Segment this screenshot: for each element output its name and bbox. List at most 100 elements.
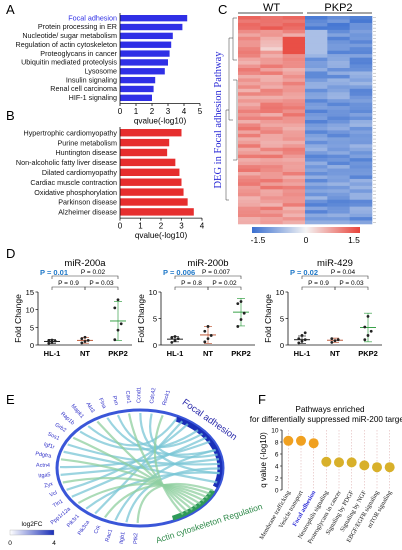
gene-label-4: Pik3ca	[77, 519, 92, 537]
colorbar-tick-2: 1.5	[348, 235, 360, 245]
heatmap-cell-9-0	[238, 47, 261, 51]
heatmap-cell-30-2	[282, 120, 306, 124]
heatmap-cell-11-3	[305, 54, 328, 58]
heatmap-cell-48-5	[349, 182, 373, 187]
heatmap-cell-59-1	[260, 220, 283, 225]
heatmap-cell-50-2	[282, 189, 306, 194]
heatmap-cell-44-0	[238, 168, 261, 173]
heatmap-cell-30-4	[327, 120, 350, 124]
heatmap-cell-45-4	[327, 172, 350, 176]
heatmap-cell-2-5	[349, 22, 373, 27]
heatmap-cell-41-3	[305, 158, 328, 162]
dot-5	[346, 457, 357, 468]
heatmap-cell-46-5	[349, 175, 373, 180]
heatmap-cell-14-0	[238, 64, 261, 69]
heatmap-cell-23-1	[260, 95, 283, 100]
legend-title: log2FC	[22, 521, 43, 528]
heatmap-cell-24-4	[327, 99, 350, 103]
data-point-0-2-1	[116, 328, 120, 332]
bar-0	[120, 129, 182, 137]
heatmap-cell-16-1	[260, 71, 283, 76]
dot-1	[296, 435, 306, 446]
heatmap-cell-43-1	[260, 165, 283, 169]
heatmap-cell-56-4	[327, 210, 350, 214]
heatmap-cell-42-2	[282, 161, 306, 166]
heatmap-cell-48-2	[282, 182, 306, 187]
category-label-8: Renal cell carcinoma	[50, 84, 117, 93]
data-point-0-0-2	[53, 339, 57, 343]
x-tick-label-4: 4	[182, 107, 187, 116]
heatmap-cell-10-1	[260, 50, 283, 55]
heatmap-cell-5-0	[238, 33, 261, 38]
data-point-0-2-3	[113, 306, 117, 310]
heatmap-cell-24-5	[349, 99, 373, 103]
y-tick-label-0-3: 15	[26, 288, 34, 297]
heatmap-cell-29-1	[260, 116, 283, 121]
heatmap-cell-0-4	[327, 16, 350, 20]
heatmap-cell-59-5	[349, 220, 373, 225]
heatmap-cell-54-3	[305, 203, 328, 207]
gene-label-9: Zyx	[44, 481, 54, 489]
data-point-1-1-2	[209, 334, 213, 337]
heatmap-cell-47-3	[305, 178, 328, 183]
chord-24	[153, 414, 184, 516]
heatmap-cell-50-0	[238, 189, 261, 194]
p-value-right-0: P = 0.03	[89, 280, 114, 287]
panel-c-heatmap: WT PKP2 DEG in Focal adhesion Pathway -1.5 0…	[213, 2, 376, 245]
data-point-2-2-1	[366, 334, 370, 337]
heatmap-cell-36-3	[305, 140, 328, 145]
heatmap-cell-55-0	[238, 206, 261, 211]
bracket-right-1	[207, 286, 242, 290]
y-axis-title: q value (-log10)	[259, 432, 268, 488]
data-point-1-0-1	[173, 339, 177, 343]
heatmap-cell-17-4	[327, 74, 350, 79]
heatmap-cell-2-0	[238, 22, 261, 27]
heatmap-cell-40-2	[282, 154, 306, 159]
heatmap-cell-52-0	[238, 196, 261, 201]
gene-label-3: Crk	[93, 524, 102, 535]
heatmap-cell-20-2	[282, 85, 306, 90]
heatmap-cell-26-2	[282, 106, 306, 110]
heatmap-cell-58-0	[238, 217, 261, 221]
row-dendrogram	[225, 17, 238, 201]
heatmap-cell-12-1	[260, 57, 283, 62]
heatmap-cell-7-1	[260, 40, 283, 45]
heatmap-cell-39-2	[282, 151, 306, 155]
bracket-right-0	[84, 286, 119, 290]
heatmap-cell-38-2	[282, 147, 306, 152]
data-point-0-1-3	[80, 337, 84, 341]
heatmap-cell-31-5	[349, 123, 373, 128]
heatmap-cell-46-1	[260, 175, 283, 180]
bracket-top-1	[174, 275, 242, 279]
heatmap-cell-56-2	[282, 210, 306, 214]
heatmap-cell-22-1	[260, 92, 283, 97]
heatmap-cell-1-5	[349, 19, 373, 24]
heatmap-cell-10-5	[349, 50, 373, 55]
heatmap-cell-25-2	[282, 102, 306, 107]
heatmap-cell-6-2	[282, 36, 306, 41]
heatmap-cell-54-4	[327, 203, 350, 207]
heatmap-cell-18-1	[260, 78, 283, 83]
heatmap-cell-48-4	[327, 182, 350, 187]
heatmap-cell-4-0	[238, 29, 261, 34]
chord-15	[72, 436, 198, 508]
heatmap-cell-4-5	[349, 29, 373, 34]
heatmap-cell-33-4	[327, 130, 350, 135]
heatmap-cell-44-5	[349, 168, 373, 173]
heatmap-cell-49-5	[349, 185, 373, 190]
data-point-1-2-2	[242, 311, 246, 315]
column-label-wt: WT	[263, 2, 280, 14]
data-point-0-2-4	[116, 298, 120, 302]
data-point-2-2-2	[369, 329, 373, 333]
dot-4	[334, 457, 344, 468]
bar-1	[120, 138, 170, 147]
p-value-main-1: P = 0.006	[163, 268, 195, 277]
heatmap-cell-30-5	[349, 120, 373, 124]
heatmap-cell-34-2	[282, 133, 306, 138]
heatmap-cell-17-1	[260, 74, 283, 79]
heatmap-cell-45-1	[260, 172, 283, 176]
heatmap-cell-55-3	[305, 206, 328, 211]
heatmap-cell-26-1	[260, 106, 283, 110]
plot-title-line1: Pathways enriched	[295, 405, 365, 414]
heatmap-cell-20-5	[349, 85, 373, 90]
